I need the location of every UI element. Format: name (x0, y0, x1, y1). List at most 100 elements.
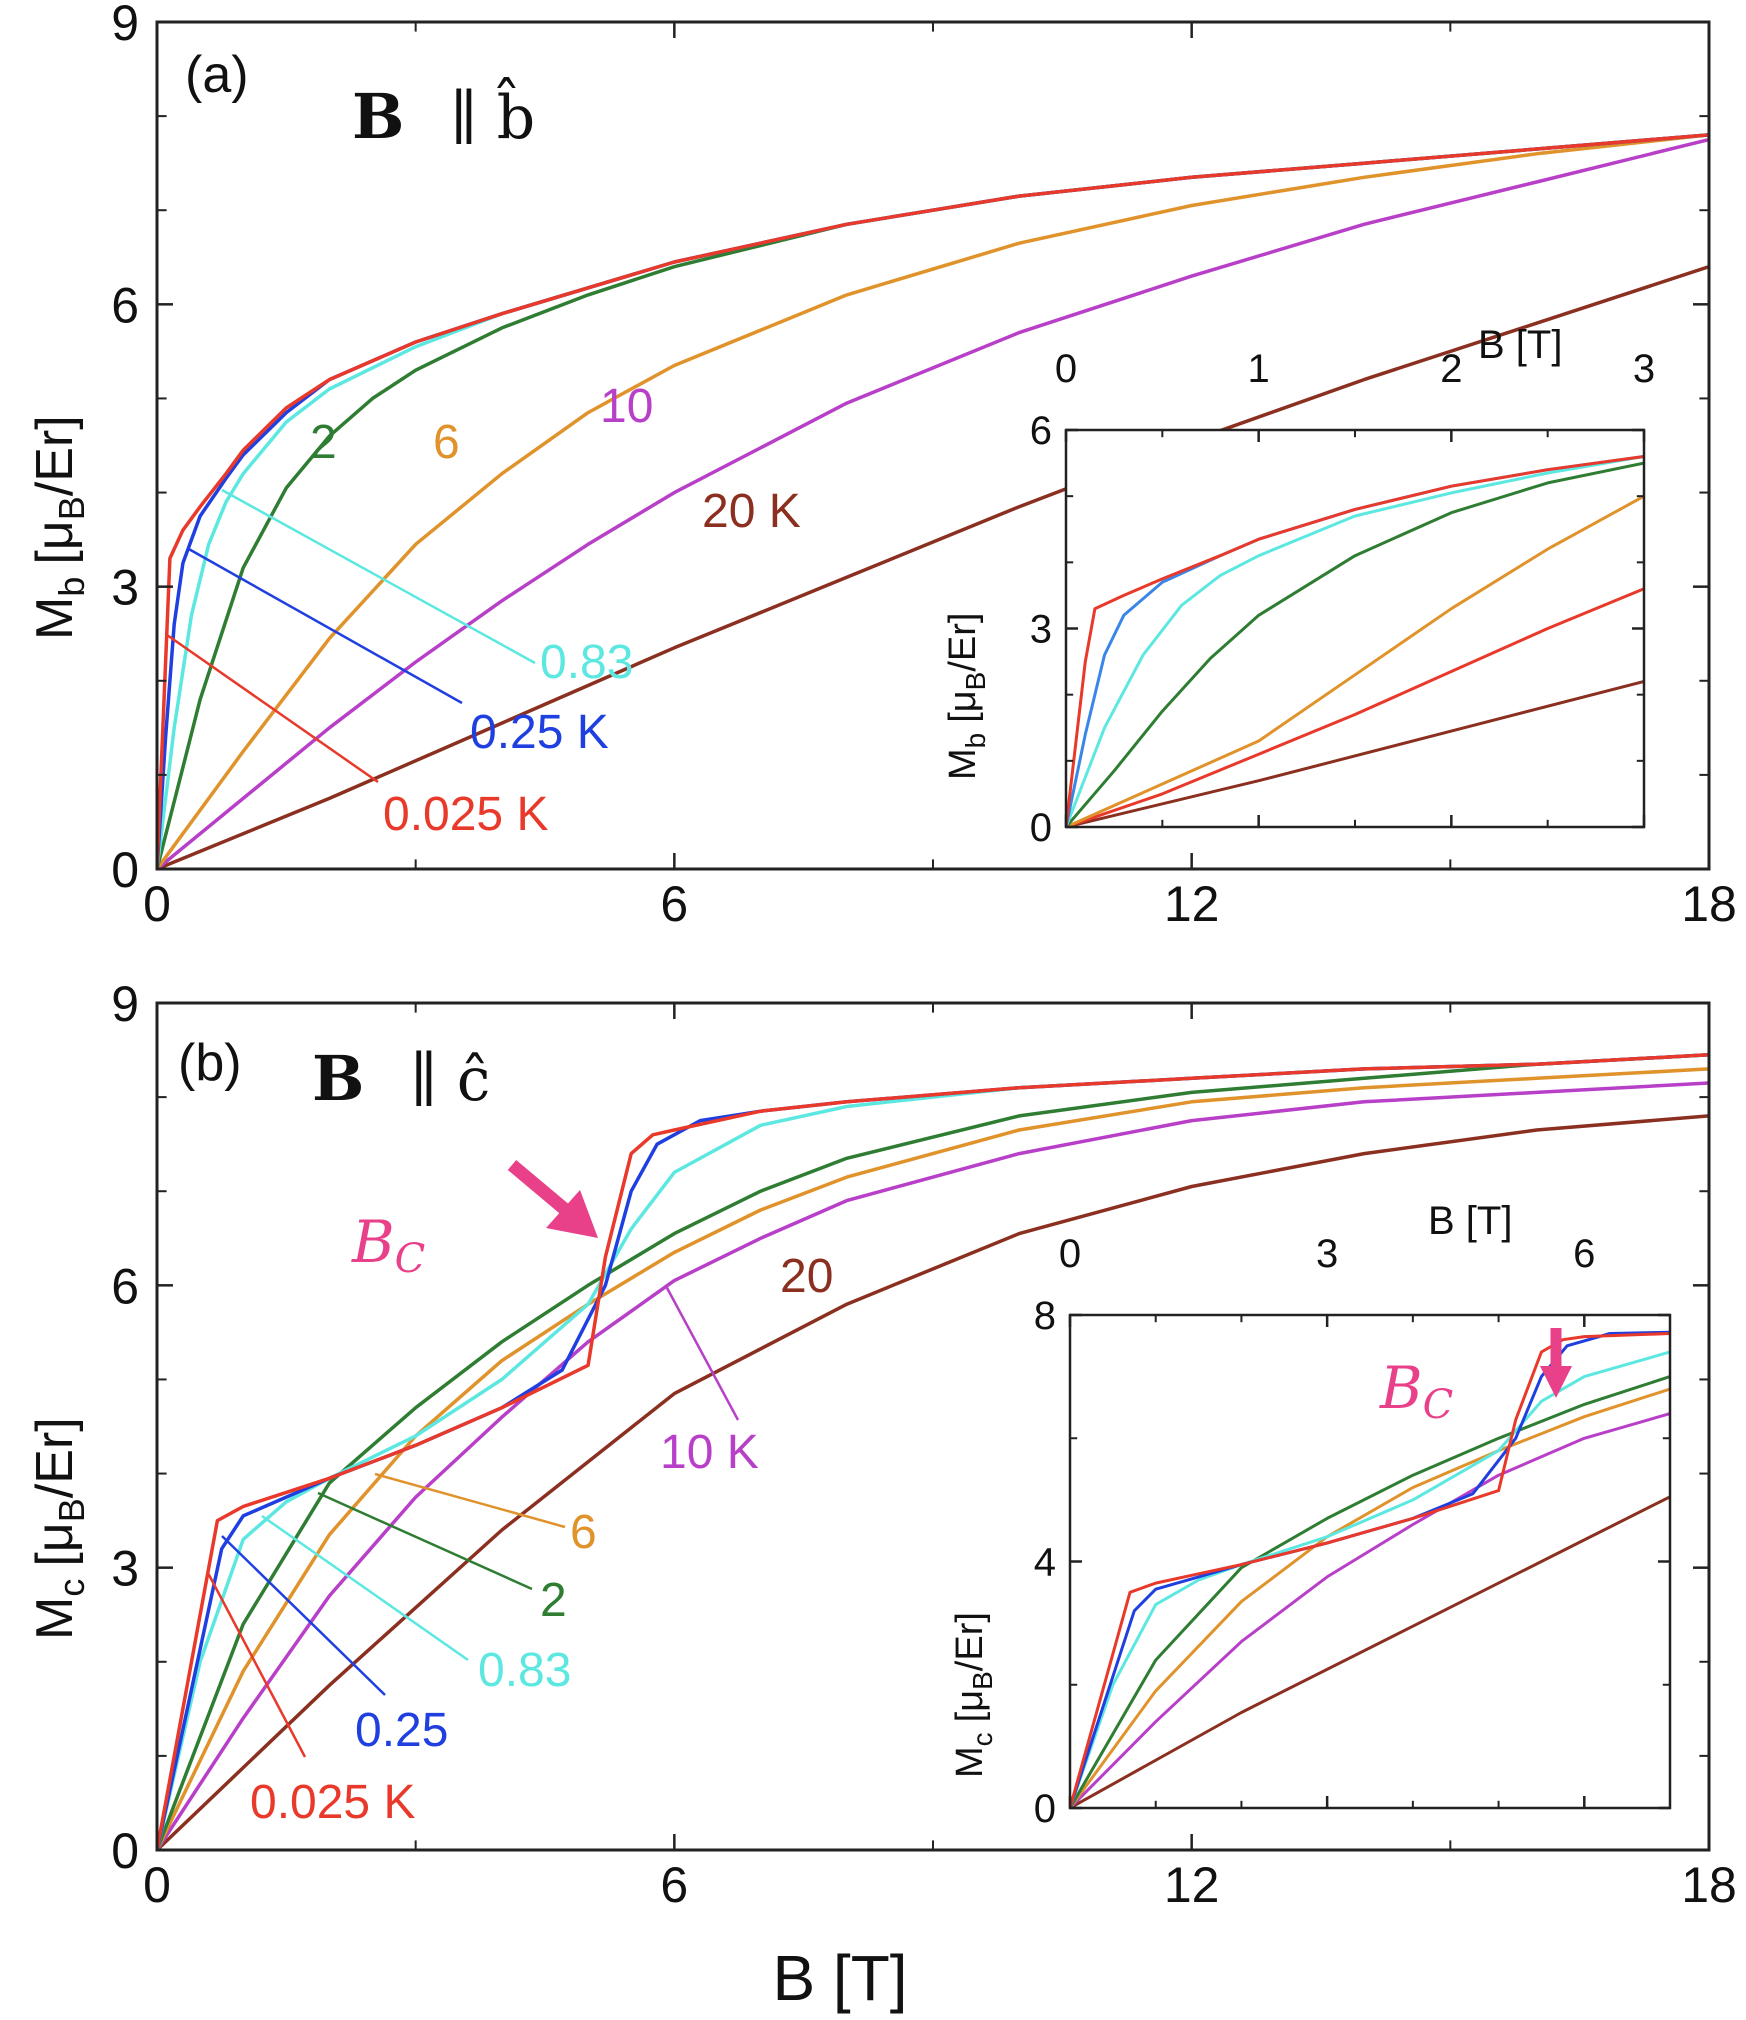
svg-text:Mc[μB/Er]: Mc [μB/Er] (949, 1612, 998, 1778)
panel-a-inset-xtick-label: 0 (1055, 347, 1077, 391)
panel-b-xtick-label: 12 (1164, 1857, 1220, 1913)
panel-b-bc-label: BC (351, 1208, 425, 1282)
panel-a-xtick-label: 6 (660, 876, 688, 932)
panel-b-series-0.025-k (157, 1053, 1709, 1850)
panel-a-xtick-label: 12 (1164, 876, 1220, 932)
panel-b-inset-ytick-label: 0 (1034, 1787, 1056, 1831)
panel-b-leader-1 (374, 1472, 566, 1529)
panel-a-label-6: 6 (433, 416, 460, 469)
panel-a-inset-ylabel-unit: [μ (942, 690, 984, 722)
panel-b-inset-ylabel-unit-sub: B (967, 1671, 998, 1690)
panel-a-inset-bg (1066, 430, 1644, 827)
panel-b-leader-2 (317, 1491, 533, 1591)
panel-b-inset-ytick-label: 8 (1034, 1294, 1056, 1338)
panel-b-inset-ylabel-main: M (949, 1746, 991, 1778)
panel-a-inset-ylabel: Mb [μB/Er] (942, 613, 991, 781)
panel-b-inset-series (1070, 1330, 1670, 1808)
panel-b-xtick-label: 0 (143, 1857, 171, 1913)
panel-a-inset-series-2 (1066, 461, 1644, 827)
panel-a-leader-1 (186, 546, 463, 705)
panel-a-xtick-label: 18 (1681, 876, 1737, 932)
panel-a-ytick-label: 0 (111, 842, 139, 898)
panel-b-title-bold: B (312, 1042, 364, 1115)
panel-b-inset-bc-sub: C (1423, 1382, 1454, 1428)
panel-b-ytick-label: 9 (111, 976, 139, 1032)
panel-b-ticks: 0 6 12 18 0 3 6 9 (111, 976, 1737, 1913)
panel-a-inset-ytick-label: 3 (1030, 608, 1052, 652)
panel-a-inset-series-0.83 (1066, 455, 1644, 827)
panel-a-label-0.25k: 0.25 K (470, 706, 609, 759)
panel-a-inset-ylabel-tail: /Er] (942, 613, 984, 672)
panel-b-inset-ylabel-unit: [μ (949, 1690, 991, 1722)
x-axis-label: B [T] (772, 1942, 907, 2014)
panel-a-leader-2 (166, 633, 379, 784)
panel-a-inset-xtick-label: 3 (1633, 347, 1655, 391)
panel-b-ylabel-unit-sub: B (51, 1498, 92, 1522)
panel-b-label-20: 20 (780, 1250, 833, 1303)
panel-a-ylabel-unit: [μ (26, 520, 84, 564)
panel-b-inset-series-20 (1070, 1495, 1670, 1808)
panel-a-inset-ytick-label: 6 (1030, 409, 1052, 453)
panel-b-leader-3 (261, 1514, 469, 1662)
panel-a-title-bold: B (352, 80, 404, 153)
panel-a-series-10 (157, 137, 1709, 869)
panel-b-ytick-label: 3 (111, 1541, 139, 1597)
panel-b-ylabel-sub: c (51, 1579, 92, 1597)
panel-b-xtick-label: 6 (660, 1857, 688, 1913)
panel-b-inset-xtick-label: 0 (1059, 1232, 1081, 1276)
panel-b-ylabel-unit: [μ (26, 1522, 84, 1566)
panel-b-inset-series-0.025-k (1070, 1332, 1670, 1808)
panel-b-label-0.83: 0.83 (478, 1644, 571, 1697)
panel-b-series (157, 1053, 1709, 1850)
panel-a-inset-ytick-label: 0 (1030, 806, 1052, 850)
panel-b-inset-ylabel-sub: c (967, 1732, 998, 1746)
panel-a-ylabel-sub: b (51, 577, 92, 597)
panel-b-leader-0 (664, 1285, 740, 1421)
panel-b-leader-4 (221, 1535, 386, 1696)
panel-b-series-20 (157, 1114, 1709, 1850)
panel-a-label-10: 10 (600, 380, 653, 433)
panel-a-inset-series (1066, 455, 1644, 827)
panel-b-bc-sub: C (395, 1236, 426, 1282)
panel-a-inset: 0 1 2 3 0 3 6 B [T] Mb [μB/Er] (942, 323, 1655, 850)
panel-a-inset-xtick-label: 2 (1440, 347, 1462, 391)
panel-b-bc-main: B (351, 1208, 395, 1276)
panel-a-inset-ylabel-sub: b (960, 733, 991, 749)
panel-a-leader-0 (221, 488, 536, 665)
panel-b-label-2: 2 (540, 1574, 567, 1627)
panel-a-series-6 (157, 133, 1709, 869)
panel-a-label-0.83: 0.83 (540, 636, 633, 689)
panel-b-label-0.25: 0.25 (355, 1704, 448, 1757)
svg-text:Mb[μB/Er]: Mb [μB/Er] (26, 415, 92, 640)
panel-b-inset-series-6 (1070, 1387, 1670, 1808)
panel-b-bc-arrow (507, 1160, 598, 1238)
panel-a-ylabel: Mb [μB/Er] (26, 415, 92, 640)
panel-b-inset-ylabel: Mc [μB/Er] (949, 1612, 998, 1778)
panel-a-ytick-label: 6 (111, 277, 139, 333)
panel-b-inset-ylabel-tail: /Er] (949, 1612, 991, 1671)
panel-a-ylabel-unit-sub: B (51, 496, 92, 520)
panel-a-ytick-label: 3 (111, 560, 139, 616)
panel-b-inset-bc-arrow (1540, 1328, 1572, 1398)
panel-b-inset-xtick-label: 3 (1316, 1232, 1338, 1276)
panel-b-inset-ytick-label: 4 (1034, 1541, 1056, 1585)
panel-b-title-rest: ∥ ĉ (410, 1045, 490, 1115)
svg-text:Mb[μB/Er]: Mb [μB/Er] (942, 613, 991, 781)
panel-b-inset-series-10-k (1070, 1412, 1670, 1808)
panel-b-inset-xtick-label: 6 (1573, 1232, 1595, 1276)
panel-a-inset-series-20-k (1066, 679, 1644, 827)
panel-b-series-10-k (157, 1081, 1709, 1850)
panel-b-inset-series-2 (1070, 1375, 1670, 1808)
panel-b-ylabel: Mc [μB/Er] (26, 1417, 92, 1640)
panel-b-leader-5 (206, 1572, 307, 1758)
panel-b-label-0.025k: 0.025 K (250, 1776, 415, 1829)
panel-a-series (157, 133, 1709, 869)
panel-a-inset-ylabel-main: M (942, 748, 984, 780)
panel-b-label: (b) (178, 1034, 242, 1092)
panel-b-xtick-label: 18 (1681, 1857, 1737, 1913)
panel-a-series-0.025-k (157, 133, 1709, 869)
